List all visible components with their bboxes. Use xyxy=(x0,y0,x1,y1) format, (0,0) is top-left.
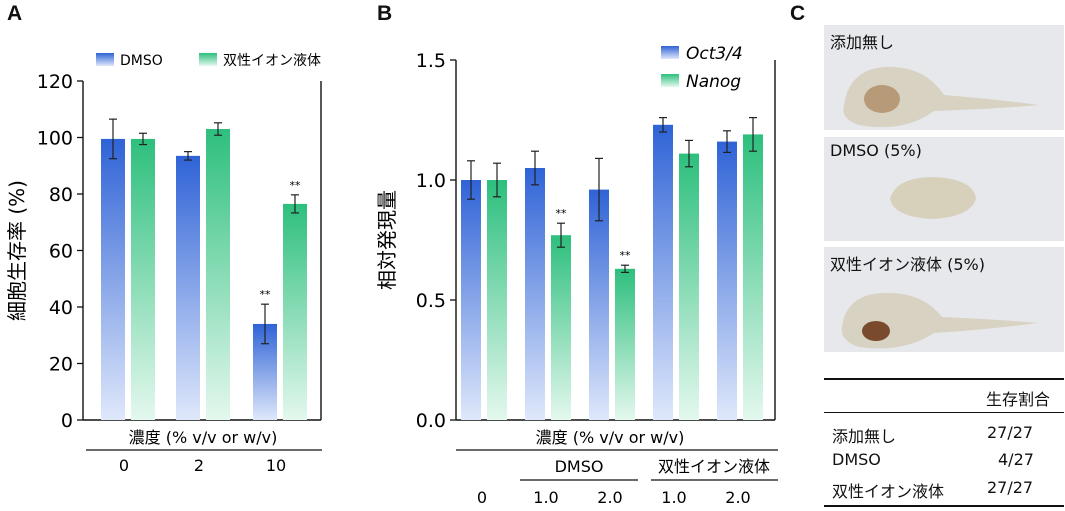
photo-label: DMSO (5%) xyxy=(830,141,922,160)
x-tick-label: 2.0 xyxy=(725,488,750,507)
y-tick-label: 100 xyxy=(37,128,73,150)
table-row-value: 27/27 xyxy=(987,478,1034,497)
legend-label: Nanog xyxy=(686,72,741,92)
x-tick-label: 1.0 xyxy=(533,488,558,507)
embryo-photo-zil: 双性イオン液体 (5%) xyxy=(824,247,1064,352)
table-row-name: DMSO xyxy=(832,450,881,469)
bar-green xyxy=(206,129,230,420)
bar-blue xyxy=(589,189,609,420)
embryo-image xyxy=(824,137,1064,241)
table-row-name: 双性イオン液体 xyxy=(832,482,945,501)
table-row-value: 27/27 xyxy=(987,423,1034,442)
legend-swatch-blue xyxy=(96,53,114,66)
bar-green xyxy=(283,203,307,420)
legend-label: Oct3/4 xyxy=(686,44,743,64)
photo-label: 双性イオン液体 (5%) xyxy=(830,255,985,274)
y-tick-label: 120 xyxy=(37,71,73,93)
y-tick-label: 1.0 xyxy=(416,170,446,192)
x-group-label: 双性イオン液体 xyxy=(658,457,770,476)
bar-green xyxy=(743,134,763,420)
bar-blue xyxy=(717,141,737,420)
embryo-photo-control: 添加無し xyxy=(824,25,1064,130)
panel-label-a: A xyxy=(7,2,23,25)
photo-label: 添加無し xyxy=(830,33,895,52)
significance-mark: ** xyxy=(556,207,568,220)
bar-blue xyxy=(461,180,481,420)
legend-swatch-green xyxy=(661,74,679,87)
table-header: 生存割合 xyxy=(986,390,1051,409)
x-axis-label: 濃度 (% v/v or w/v) xyxy=(536,428,685,447)
y-tick-label: 0.0 xyxy=(416,410,446,432)
legend-label: 双性イオン液体 xyxy=(223,53,321,69)
y-tick-label: 20 xyxy=(49,354,73,376)
significance-mark: ** xyxy=(290,179,302,192)
x-axis-label: 濃度 (% v/v or w/v) xyxy=(129,428,278,447)
significance-mark: ** xyxy=(260,288,272,301)
bar-blue xyxy=(653,124,673,421)
table-row-name: 添加無し xyxy=(832,427,897,446)
x-group-label: DMSO xyxy=(555,457,604,476)
table-mid-rule xyxy=(824,412,1064,413)
bar-blue xyxy=(176,155,200,421)
embryo-photo-dmso: DMSO (5%) xyxy=(824,137,1064,241)
y-tick-label: 0 xyxy=(61,410,73,432)
y-tick-label: 60 xyxy=(49,241,73,263)
table-bottom-rule xyxy=(824,505,1064,507)
x-tick-label: 1.0 xyxy=(661,488,686,507)
significance-mark: ** xyxy=(620,249,632,262)
y-axis-label: 細胞生存率 (%) xyxy=(5,180,29,321)
bar-green xyxy=(615,268,635,420)
panel-label-c: C xyxy=(790,2,806,25)
bar-blue xyxy=(101,138,125,420)
x-tick-label: 0 xyxy=(477,488,487,507)
legend-label: DMSO xyxy=(120,53,163,69)
bar-green xyxy=(131,138,155,420)
y-tick-label: 40 xyxy=(49,297,73,319)
table-row-value: 4/27 xyxy=(998,450,1034,469)
y-tick-label: 1.5 xyxy=(416,50,446,72)
table-top-rule xyxy=(824,378,1064,380)
bar-green xyxy=(551,235,571,420)
y-tick-label: 80 xyxy=(49,184,73,206)
bar-green xyxy=(679,153,699,420)
y-tick-label: 0.5 xyxy=(416,290,446,312)
embryo-image xyxy=(824,247,1064,352)
embryo-image xyxy=(824,25,1064,130)
legend-swatch-green xyxy=(199,53,217,66)
chart-b-expression: 0.0 0.5 1.0 1.5 相対発現量 ** ** Oct3/4 Nanog 濃度 (% v/… xyxy=(375,44,778,507)
bar-blue xyxy=(525,168,545,420)
x-tick-label: 10 xyxy=(266,456,286,475)
bar-green xyxy=(487,180,507,420)
legend-swatch-blue xyxy=(661,46,679,59)
y-axis-label: 相対発現量 xyxy=(375,190,399,290)
x-tick-label: 0 xyxy=(119,456,129,475)
x-tick-label: 2 xyxy=(194,456,204,475)
x-tick-label: 2.0 xyxy=(597,488,622,507)
panel-label-b: B xyxy=(377,2,393,25)
